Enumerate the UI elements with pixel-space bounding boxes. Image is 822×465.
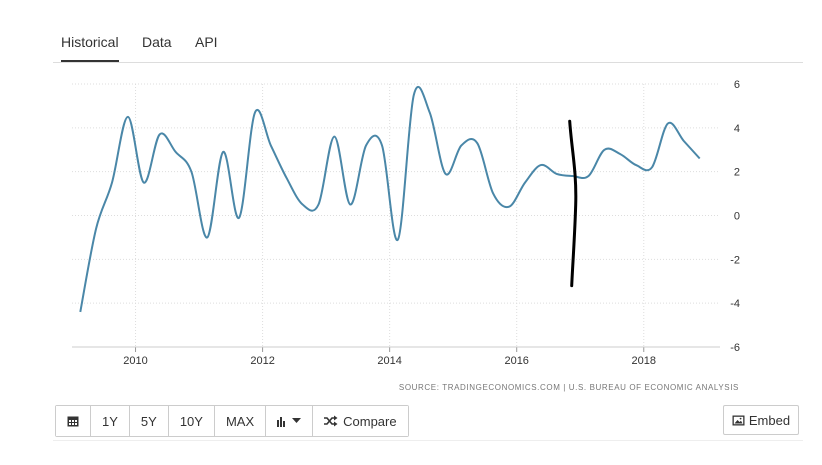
x-tick-label: 2016 [504,355,528,367]
y-tick-label: -6 [730,342,740,354]
y-tick-label: -4 [730,298,740,310]
caret-down-icon [292,418,302,423]
tab-data[interactable]: Data [142,34,172,50]
gdp-line-chart: 6 4 2 0 -2 -4 -6 2010 2012 2014 2016 2018 [72,79,740,367]
bar-chart-icon [277,416,286,427]
chart-type-dropdown[interactable] [266,406,314,436]
image-icon [732,415,745,425]
calendar-button[interactable] [56,406,91,436]
series-line [79,85,701,313]
tab-bar: Historical Data API [53,26,803,63]
bottom-divider [53,440,803,441]
compare-label: Compare [343,413,397,429]
shuffle-icon [324,415,338,427]
embed-button[interactable]: Embed [723,405,799,435]
x-tick-label: 2018 [632,355,656,367]
y-tick-label: 4 [734,123,740,135]
calendar-icon [67,416,79,427]
tab-api[interactable]: API [195,34,218,50]
x-tick-label: 2014 [377,355,401,367]
y-tick-label: 6 [734,79,740,91]
embed-label: Embed [748,412,791,428]
y-tick-label: -2 [730,254,740,266]
range-10y-button[interactable]: 10Y [168,406,215,436]
chart-axes: 6 4 2 0 -2 -4 -6 2010 2012 2014 2016 2018 [72,79,740,367]
chart-grid [72,83,720,348]
compare-button[interactable]: Compare [313,406,408,436]
range-max-button[interactable]: MAX [214,406,267,436]
y-tick-label: 0 [734,211,740,223]
y-tick-label: 2 [734,167,740,179]
range-5y-button[interactable]: 5Y [129,406,169,436]
x-tick-label: 2010 [123,355,147,367]
source-caption: SOURCE: TRADINGECONOMICS.COM | U.S. BURE… [398,383,739,392]
x-tick-label: 2012 [250,355,274,367]
range-1y-button[interactable]: 1Y [91,406,130,436]
tab-historical[interactable]: Historical [61,34,119,62]
range-toolbar: 1Y 5Y 10Y MAX Compare [55,405,409,437]
hand-drawn-annotation-line [568,119,578,288]
